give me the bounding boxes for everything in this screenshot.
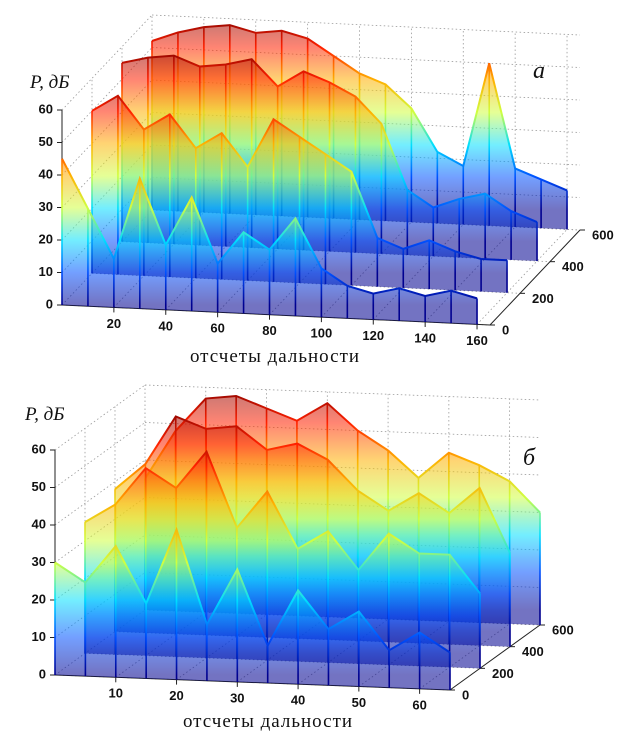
axis-line	[489, 229, 581, 326]
x-tick-label: 60	[412, 697, 426, 712]
grid-line	[144, 384, 541, 401]
x-tick-label: 10	[109, 686, 123, 701]
grid-line	[91, 272, 521, 294]
z-tick-label: 30	[32, 554, 46, 569]
z-tick-label: 0	[46, 296, 53, 311]
z-tick-label: 50	[32, 479, 46, 494]
grid-line	[151, 112, 581, 133]
surface-row	[121, 54, 538, 223]
x-tick-label: 20	[169, 688, 183, 703]
z-tick-label: 10	[32, 629, 46, 644]
grid-line	[144, 422, 541, 438]
y-tick-label: 600	[552, 622, 574, 637]
x-tick-label: 30	[230, 690, 244, 705]
panel-label: a	[533, 58, 545, 84]
z-tick-label: 20	[39, 231, 53, 246]
y-tick-label: 200	[532, 291, 554, 306]
z-tick-label: 40	[32, 516, 46, 531]
y-tick-label: 400	[562, 259, 584, 274]
y-tick-label: 0	[462, 687, 469, 702]
x-axis-label: отсчеты дальности	[190, 346, 360, 367]
grid-line	[54, 459, 146, 526]
surface-row	[91, 94, 508, 262]
x-tick-label: 40	[291, 693, 305, 708]
x-axis-label: отсчеты дальности	[183, 711, 353, 732]
z-tick-label: 40	[39, 166, 53, 181]
y-tick-label: 0	[502, 322, 509, 337]
x-tick-label: 140	[414, 330, 436, 345]
surface-row	[84, 449, 481, 594]
grid-line	[54, 384, 146, 451]
grid-line	[54, 422, 146, 488]
x-tick-label: 50	[352, 695, 366, 710]
axis-line	[449, 624, 541, 691]
surface-row	[151, 24, 568, 192]
grid-line	[151, 47, 581, 68]
x-tick-label: 100	[311, 326, 333, 341]
z-axis-label: P, дБ	[24, 404, 64, 425]
y-tick-label: 200	[492, 666, 514, 681]
grid-line	[151, 14, 581, 36]
x-tick-label: 160	[466, 333, 488, 348]
grid-line	[476, 229, 568, 325]
x-tick-label: 120	[362, 328, 384, 343]
z-tick-label: 50	[39, 134, 53, 149]
y-tick-label: 600	[592, 227, 614, 242]
z-tick-label: 30	[39, 199, 53, 214]
x-tick-label: 80	[262, 323, 276, 338]
y-tick-label: 400	[522, 644, 544, 659]
z-tick-label: 60	[32, 441, 46, 456]
z-tick-label: 10	[39, 264, 53, 279]
surface-row	[54, 526, 451, 654]
z-axis-label: P, дБ	[29, 72, 69, 93]
z-tick-label: 60	[39, 101, 53, 116]
z-tick-label: 0	[39, 666, 46, 681]
x-tick-label: 40	[159, 318, 173, 333]
surface-row	[61, 158, 478, 300]
x-tick-label: 60	[210, 321, 224, 336]
surface-row	[144, 394, 541, 514]
z-tick-label: 20	[32, 591, 46, 606]
panel-label: б	[523, 445, 536, 471]
surface-row	[114, 415, 511, 554]
x-tick-label: 20	[107, 316, 121, 331]
grid-line	[151, 79, 581, 101]
grid-line	[61, 14, 153, 111]
